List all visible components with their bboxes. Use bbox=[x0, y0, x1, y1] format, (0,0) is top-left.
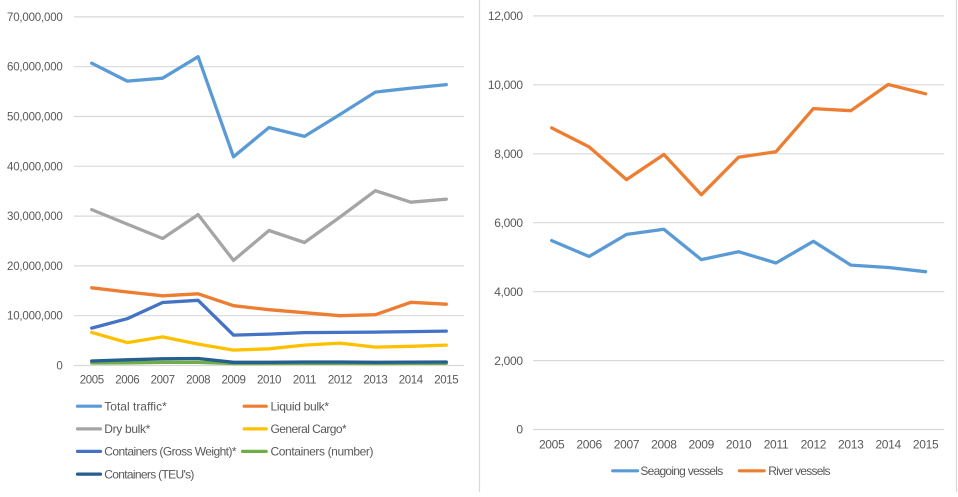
svg-text:2014: 2014 bbox=[875, 438, 901, 452]
svg-text:2014: 2014 bbox=[399, 375, 424, 387]
svg-text:2007: 2007 bbox=[151, 375, 175, 387]
svg-text:2012: 2012 bbox=[328, 375, 352, 387]
svg-text:2012: 2012 bbox=[801, 438, 827, 452]
svg-text:Containers (Gross Weight)*: Containers (Gross Weight)* bbox=[104, 445, 237, 459]
svg-text:2006: 2006 bbox=[576, 438, 602, 452]
svg-text:Liquid bulk*: Liquid bulk* bbox=[271, 399, 330, 413]
svg-text:2011: 2011 bbox=[764, 438, 789, 452]
svg-text:2008: 2008 bbox=[651, 438, 677, 452]
svg-text:2009: 2009 bbox=[689, 438, 715, 452]
svg-text:20,000,000: 20,000,000 bbox=[7, 261, 63, 273]
svg-text:6,000: 6,000 bbox=[494, 216, 523, 230]
svg-text:40,000,000: 40,000,000 bbox=[7, 161, 63, 173]
svg-text:4,000: 4,000 bbox=[494, 285, 523, 299]
svg-text:Containers (TEU's): Containers (TEU's) bbox=[104, 467, 194, 481]
svg-text:50,000,000: 50,000,000 bbox=[7, 112, 63, 124]
svg-text:2011: 2011 bbox=[293, 375, 316, 387]
svg-text:10,000: 10,000 bbox=[488, 78, 524, 92]
svg-text:Total traffic*: Total traffic* bbox=[104, 399, 167, 413]
svg-text:2006: 2006 bbox=[115, 375, 139, 387]
svg-text:70,000,000: 70,000,000 bbox=[7, 12, 63, 24]
svg-text:60,000,000: 60,000,000 bbox=[7, 62, 63, 74]
svg-text:2013: 2013 bbox=[838, 438, 864, 452]
svg-text:2008: 2008 bbox=[186, 375, 210, 387]
svg-text:2015: 2015 bbox=[913, 438, 939, 452]
svg-text:2013: 2013 bbox=[363, 375, 387, 387]
svg-text:Seagoing vessels: Seagoing vessels bbox=[640, 464, 723, 478]
svg-text:8,000: 8,000 bbox=[494, 147, 523, 161]
svg-text:10,000,000: 10,000,000 bbox=[7, 311, 63, 323]
svg-text:2005: 2005 bbox=[539, 438, 565, 452]
svg-text:0: 0 bbox=[516, 423, 523, 437]
svg-text:Dry bulk*: Dry bulk* bbox=[104, 422, 150, 436]
svg-text:2007: 2007 bbox=[614, 438, 640, 452]
svg-text:2010: 2010 bbox=[257, 375, 281, 387]
svg-text:2009: 2009 bbox=[222, 375, 246, 387]
svg-text:2015: 2015 bbox=[434, 375, 458, 387]
svg-text:2010: 2010 bbox=[726, 438, 752, 452]
svg-text:General Cargo*: General Cargo* bbox=[271, 422, 348, 436]
svg-text:12,000: 12,000 bbox=[488, 9, 524, 23]
svg-text:River vessels: River vessels bbox=[768, 464, 830, 478]
svg-text:Containers (number): Containers (number) bbox=[271, 445, 374, 459]
svg-text:30,000,000: 30,000,000 bbox=[7, 211, 63, 223]
svg-text:2005: 2005 bbox=[80, 375, 104, 387]
svg-text:0: 0 bbox=[56, 361, 62, 373]
svg-text:2,000: 2,000 bbox=[494, 354, 523, 368]
